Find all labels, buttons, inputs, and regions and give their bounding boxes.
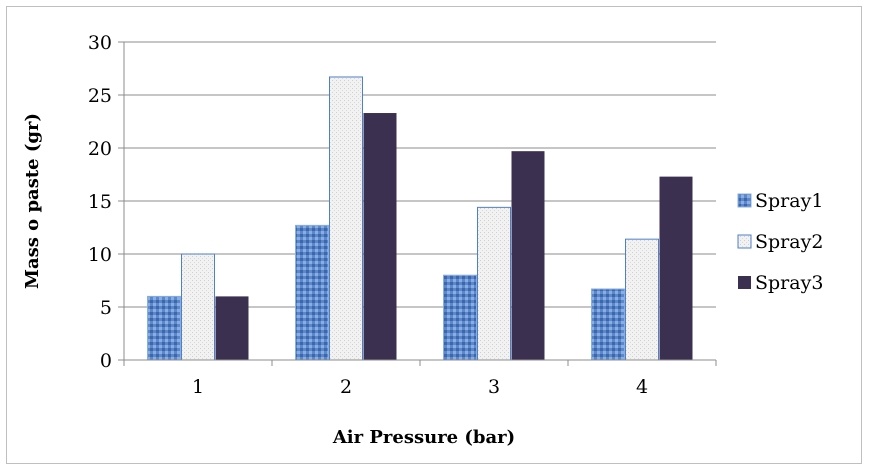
axes bbox=[123, 42, 717, 366]
y-tick-label: 5 bbox=[100, 297, 112, 319]
bar-spray3-2 bbox=[363, 113, 397, 361]
legend-label-spray1: Spray1 bbox=[755, 190, 823, 212]
legend-swatch-spray3 bbox=[738, 276, 751, 289]
y-axis-title: Mass o paste (gr) bbox=[22, 113, 43, 289]
bar-spray1-1 bbox=[147, 295, 181, 361]
y-tick-label: 25 bbox=[88, 85, 112, 107]
bar-spray1-4 bbox=[591, 288, 625, 361]
y-tick-label: 20 bbox=[88, 138, 112, 160]
y-tick-label: 30 bbox=[88, 32, 112, 54]
bar-spray3-4 bbox=[659, 176, 693, 360]
chart-frame bbox=[6, 6, 862, 464]
bar-spray2-3 bbox=[477, 206, 511, 361]
x-tick-label: 3 bbox=[488, 376, 500, 398]
x-axis-title: Air Pressure (bar) bbox=[332, 427, 515, 448]
x-tick-label: 1 bbox=[192, 376, 204, 398]
y-tick-label: 10 bbox=[88, 244, 112, 266]
bar-spray2-4 bbox=[625, 238, 659, 361]
x-tick-label: 4 bbox=[636, 376, 648, 398]
bar-spray3-3 bbox=[511, 151, 545, 360]
y-tick-labels: 0 5 10 15 20 25 30 bbox=[88, 32, 112, 372]
legend-swatch-spray2 bbox=[737, 234, 752, 249]
bar-spray2-1 bbox=[181, 253, 215, 361]
legend-label-spray2: Spray2 bbox=[755, 231, 823, 253]
legend: Spray1 Spray2 Spray3 bbox=[737, 190, 823, 294]
y-tick-label: 0 bbox=[100, 350, 112, 372]
bar-spray1-3 bbox=[443, 274, 477, 361]
bar-spray3-1 bbox=[215, 296, 249, 360]
bars bbox=[147, 76, 693, 361]
y-tick-label: 15 bbox=[88, 191, 112, 213]
x-tick-label: 2 bbox=[340, 376, 352, 398]
legend-swatch-spray1 bbox=[737, 193, 752, 208]
x-tick-labels: 1 2 3 4 bbox=[192, 376, 648, 398]
bar-spray2-2 bbox=[329, 76, 363, 361]
legend-label-spray3: Spray3 bbox=[755, 272, 823, 294]
bar-spray1-2 bbox=[295, 224, 329, 361]
